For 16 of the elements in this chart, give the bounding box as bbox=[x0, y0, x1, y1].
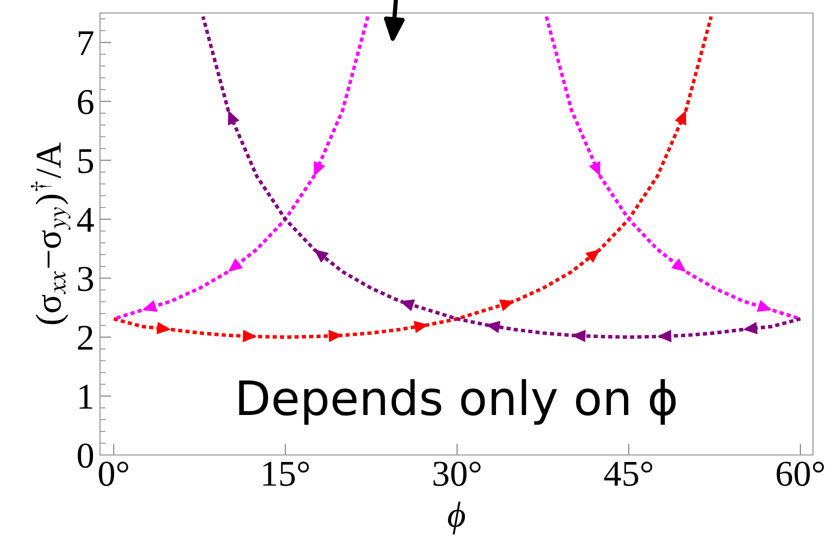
y-tick-label: 6 bbox=[78, 90, 94, 114]
y-tick-label: 3 bbox=[78, 266, 94, 292]
x-tick-label: 30° bbox=[434, 462, 481, 486]
x-tick-label: 15° bbox=[263, 462, 309, 486]
annotation: Depends only on ϕ bbox=[239, 379, 676, 425]
x-tick-label: 45° bbox=[604, 462, 652, 486]
y-tick-label: 1 bbox=[80, 384, 92, 409]
y-tick-label: 4 bbox=[77, 208, 94, 232]
y-tick-label: 7 bbox=[78, 31, 94, 55]
x-axis-title: ϕ bbox=[448, 502, 465, 534]
x-tick-label: 60° bbox=[776, 462, 824, 486]
y-axis-title: (σ$_{xx}$−σ$_{yy}$)$^{†}$/A bbox=[30, 142, 71, 324]
y-tick-label: 0 bbox=[78, 444, 94, 468]
x-tick-label: 0° bbox=[98, 462, 128, 486]
y-tick-label: 2 bbox=[78, 326, 92, 350]
y-tick-label: 5 bbox=[78, 149, 94, 174]
